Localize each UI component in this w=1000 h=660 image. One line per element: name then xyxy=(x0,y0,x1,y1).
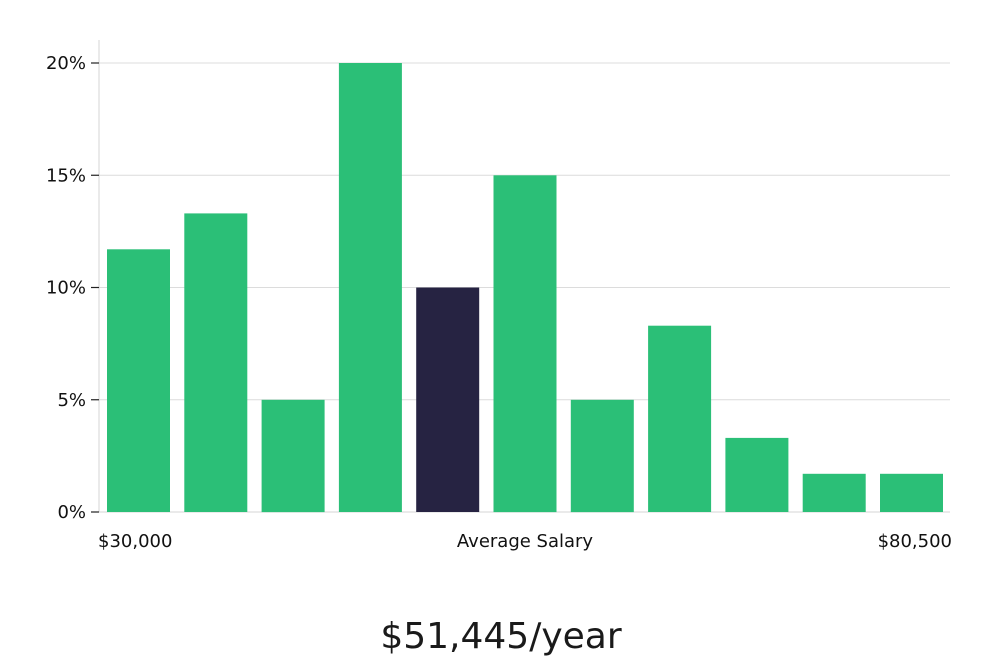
bar-3 xyxy=(261,399,325,513)
y-tick-label: 15% xyxy=(46,165,86,186)
bar-9 xyxy=(725,437,789,512)
y-tick-label: 20% xyxy=(46,53,86,74)
y-tick-label: 0% xyxy=(57,502,86,523)
y-tick-label: 5% xyxy=(57,390,86,411)
bar-1 xyxy=(107,249,170,513)
y-axis-ticks: 0% 5% 10% 15% 20% xyxy=(46,53,99,523)
bars xyxy=(107,63,943,513)
bar-2 xyxy=(184,213,248,512)
bar-average-salary xyxy=(416,287,480,512)
bar-10 xyxy=(802,473,866,512)
y-tick-label: 10% xyxy=(46,278,86,299)
x-max-label: $80,500 xyxy=(878,531,952,552)
bar-7 xyxy=(570,399,634,513)
bar-4 xyxy=(338,63,402,512)
x-axis-label: Average Salary xyxy=(457,531,594,552)
bar-8 xyxy=(648,325,712,512)
bar-6 xyxy=(493,175,557,513)
x-min-label: $30,000 xyxy=(98,531,172,552)
bar-11 xyxy=(880,473,943,512)
average-salary-value: $51,445/year xyxy=(380,616,622,657)
